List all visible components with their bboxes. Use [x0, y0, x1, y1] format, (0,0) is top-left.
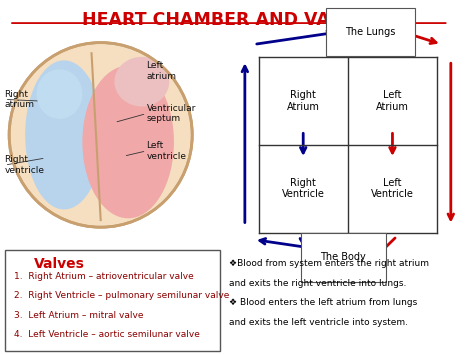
Text: The Body: The Body — [320, 252, 366, 262]
Ellipse shape — [36, 69, 82, 119]
Text: ❖ Blood enters the left atrium from lungs: ❖ Blood enters the left atrium from lung… — [229, 298, 417, 307]
Text: 4.  Left Ventricle – aortic semilunar valve: 4. Left Ventricle – aortic semilunar val… — [14, 330, 200, 339]
Text: Right
atrium: Right atrium — [5, 90, 35, 109]
Text: Left
ventricle: Left ventricle — [146, 141, 186, 160]
Text: The Lungs: The Lungs — [346, 27, 396, 37]
Text: Ventricular
septum: Ventricular septum — [146, 104, 196, 123]
Ellipse shape — [25, 60, 103, 209]
Text: Left
Ventricle: Left Ventricle — [371, 178, 414, 200]
Text: and exits the left ventricle into system.: and exits the left ventricle into system… — [229, 318, 408, 327]
Text: Right
Ventricle: Right Ventricle — [282, 178, 325, 200]
Text: Right
Atrium: Right Atrium — [287, 90, 319, 111]
Text: 3.  Left Atrium – mitral valve: 3. Left Atrium – mitral valve — [14, 311, 143, 320]
Text: Left
Atrium: Left Atrium — [376, 90, 409, 111]
Text: 2.  Right Ventricle – pulmonary semilunar valve: 2. Right Ventricle – pulmonary semilunar… — [14, 291, 229, 300]
Text: 1.  Right Atrium – atrioventricular valve: 1. Right Atrium – atrioventricular valve — [14, 272, 193, 280]
FancyBboxPatch shape — [5, 250, 219, 351]
Ellipse shape — [114, 57, 169, 106]
Text: HEART CHAMBER AND VALVES: HEART CHAMBER AND VALVES — [82, 11, 376, 29]
Text: and exits the right ventricle into lungs.: and exits the right ventricle into lungs… — [229, 279, 406, 288]
Ellipse shape — [82, 66, 174, 218]
Text: ❖Blood from system enters the right atrium: ❖Blood from system enters the right atri… — [229, 259, 429, 268]
Ellipse shape — [9, 43, 192, 227]
Text: Valves: Valves — [34, 257, 85, 271]
Text: Right
ventricle: Right ventricle — [5, 155, 45, 175]
Text: Left
atrium: Left atrium — [146, 61, 176, 81]
